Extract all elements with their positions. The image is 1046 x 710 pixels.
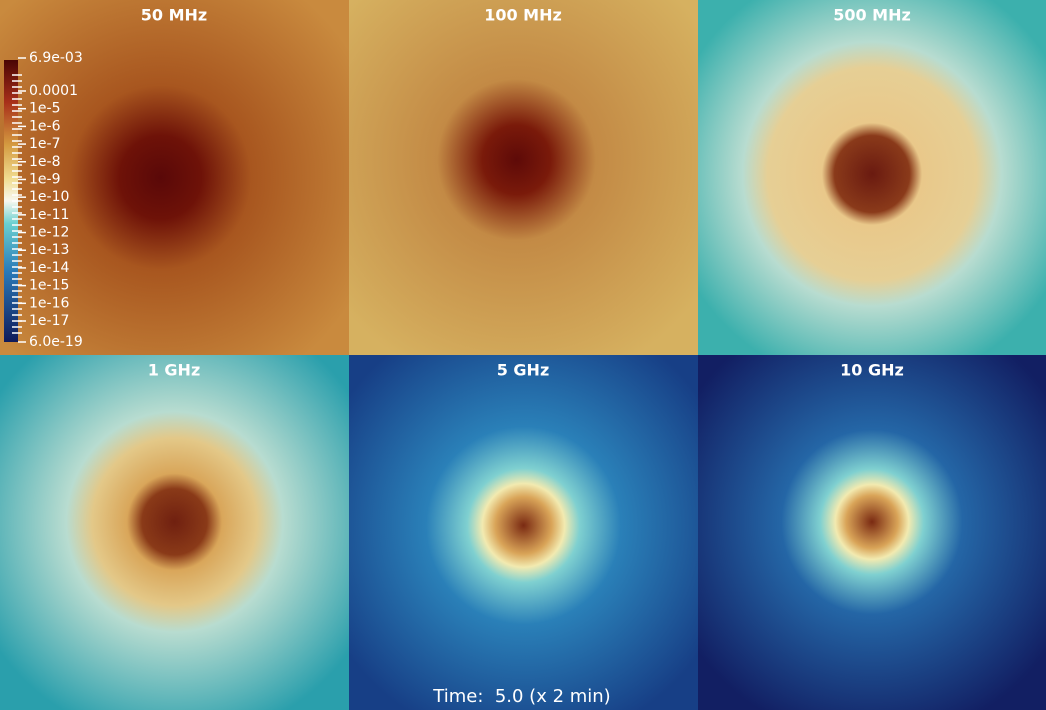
time-label: Time: 5.0 (x 2 min) — [432, 686, 610, 707]
colorbar-label: 6.0e-19 — [29, 334, 83, 350]
colorbar-label: 1e-16 — [29, 295, 69, 311]
colorbar-label: 1e-13 — [29, 242, 69, 258]
panel-title: 1 GHz — [148, 361, 201, 380]
panel-image — [698, 355, 1046, 710]
colorbar-label: 1e-14 — [29, 260, 69, 276]
colorbar-label: 1e-15 — [29, 278, 69, 294]
panel-title: 50 MHz — [141, 6, 207, 25]
colorbar-label: 1e-6 — [29, 118, 61, 134]
panel-title: 500 MHz — [833, 6, 911, 25]
colorbar-label: 1e-9 — [29, 171, 60, 187]
panel-title: 10 GHz — [840, 361, 904, 380]
panel-image — [349, 0, 698, 355]
panel-image — [698, 0, 1046, 355]
colorbar-label: 6.9e-03 — [29, 50, 83, 66]
colorbar-label: 1e-12 — [29, 225, 69, 241]
colorbar-label: 1e-8 — [29, 154, 60, 170]
colorbar-label: 1e-5 — [29, 101, 60, 117]
panel-image — [349, 355, 698, 710]
colorbar-label: 1e-17 — [29, 313, 69, 329]
panel-title: 100 MHz — [484, 6, 562, 25]
panel-image — [0, 0, 349, 355]
colorbar-label: 1e-7 — [29, 136, 60, 152]
colorbar-label: 0.0001 — [29, 83, 78, 99]
colorbar-label: 1e-11 — [29, 207, 69, 223]
colorbar-label: 1e-10 — [29, 189, 69, 205]
panel-title: 5 GHz — [497, 361, 550, 380]
colorbar — [4, 60, 18, 342]
panel-image — [0, 355, 349, 710]
